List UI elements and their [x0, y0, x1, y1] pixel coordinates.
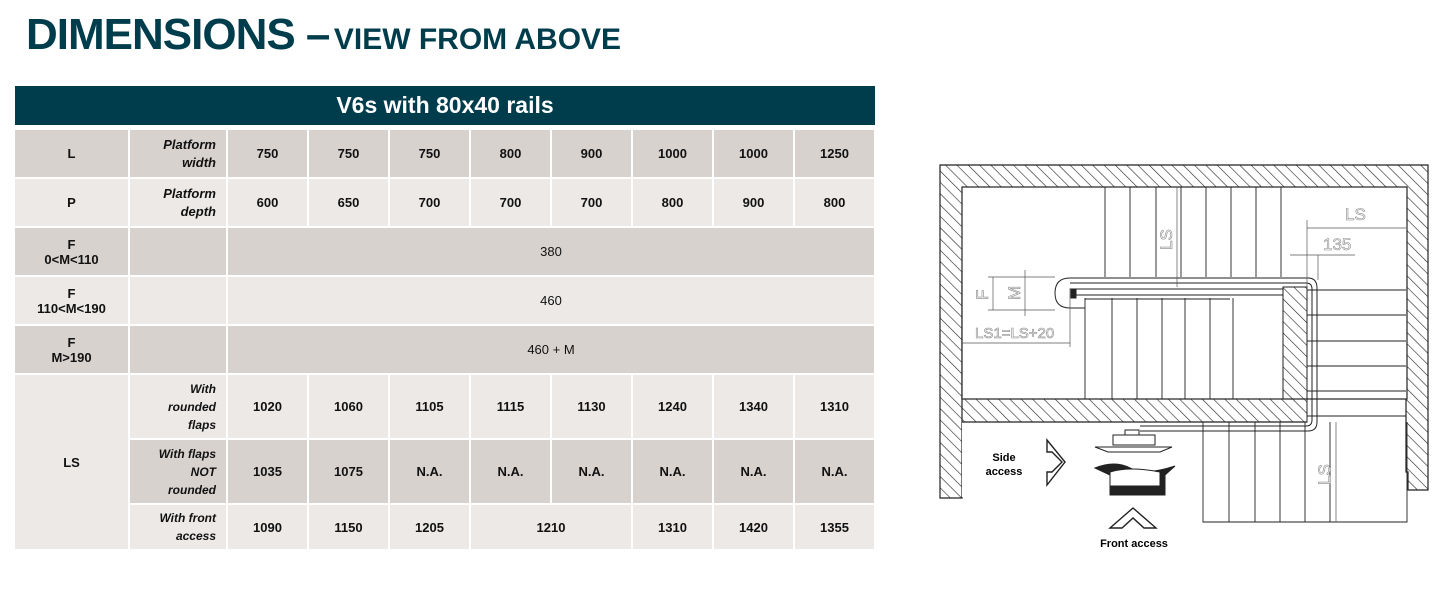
cell: 1130: [552, 375, 631, 438]
cell: 1115: [471, 375, 550, 438]
cell: 1150: [309, 505, 388, 549]
cell: 750: [228, 130, 307, 177]
walls: [939, 164, 1429, 499]
cell: 1000: [633, 130, 712, 177]
cell: 1035: [228, 440, 307, 503]
cell: 1355: [795, 505, 874, 549]
cell: 700: [471, 179, 550, 226]
cell: 700: [552, 179, 631, 226]
side-access-arrow-icon: [1046, 438, 1066, 488]
cell: 800: [795, 179, 874, 226]
table-row-f1: F 0<M<110 380: [15, 228, 874, 275]
cell: N.A.: [714, 440, 793, 503]
row-label: F 110<M<190: [15, 277, 128, 324]
ls-dimension-label: LS: [1157, 229, 1176, 250]
stairwell-diagram: LS LS 135 F M LS1=LS+20 LS Side access Fr…: [939, 164, 1429, 550]
rail: [1054, 277, 1318, 432]
cell: 1310: [633, 505, 712, 549]
table-row-ls3: With front access 1090 1150 1205 1210 1310 1…: [15, 505, 874, 549]
row-label: LS: [15, 375, 128, 549]
table-row-p: P Platform depth 600 650 700 700 700 800 900 800: [15, 179, 874, 226]
cell: 750: [390, 130, 469, 177]
row-label: F M>190: [15, 326, 128, 373]
table-row-l: L Platform width 750 750 750 800 900 1000 1000 1…: [15, 130, 874, 177]
row-sublabel: Platform depth: [130, 179, 226, 226]
cell: 750: [309, 130, 388, 177]
cell: 650: [309, 179, 388, 226]
cell: 1090: [228, 505, 307, 549]
dimensions-table: L Platform width 750 750 750 800 900 1000 1000 1…: [13, 128, 876, 551]
cell: 1105: [390, 375, 469, 438]
table-row-ls1: LS With rounded flaps 1020 1060 1105 1115 1130…: [15, 375, 874, 549]
cell: N.A.: [552, 440, 631, 503]
cell: 900: [552, 130, 631, 177]
ls-dimension-label: LS: [1345, 205, 1366, 224]
front-access-label: Front access: [1100, 538, 1168, 550]
cell: 1250: [795, 130, 874, 177]
cell: N.A.: [795, 440, 874, 503]
row-label: P: [15, 179, 128, 226]
cell: 700: [390, 179, 469, 226]
cell: 460 + M: [228, 326, 874, 373]
ls-dimension-label: LS: [1315, 464, 1334, 485]
cell: N.A.: [633, 440, 712, 503]
row-sublabel: With flaps NOT rounded: [130, 440, 226, 503]
offset-dimension-label: 135: [1323, 235, 1351, 254]
cell: 1020: [228, 375, 307, 438]
cell: 1205: [390, 505, 469, 549]
stairs: [1084, 187, 1408, 523]
f-dimension-label: F: [973, 290, 992, 300]
cell: 1420: [714, 505, 793, 549]
cell: 460: [228, 277, 874, 324]
cell: N.A.: [390, 440, 469, 503]
cell: 1310: [795, 375, 874, 438]
table-row-f2: F 110<M<190 460: [15, 277, 874, 324]
row-sublabel: Platform width: [130, 130, 226, 177]
cell: 380: [228, 228, 874, 275]
cell: 600: [228, 179, 307, 226]
row-sublabel: With front access: [130, 505, 226, 549]
ls1-dimension-label: LS1=LS+20: [975, 325, 1054, 342]
row-sublabel: With rounded flaps: [130, 375, 226, 438]
platform-icon: [1093, 429, 1176, 496]
cell: 800: [471, 130, 550, 177]
table-row-f3: F M>190 460 + M: [15, 326, 874, 373]
cell: 1240: [633, 375, 712, 438]
row-label: L: [15, 130, 128, 177]
cell: 1340: [714, 375, 793, 438]
cell: 1210: [471, 505, 631, 549]
cell: N.A.: [471, 440, 550, 503]
row-label: F 0<M<110: [15, 228, 128, 275]
m-dimension-label: M: [1005, 286, 1024, 300]
side-access-label: Side access: [986, 452, 1023, 478]
cell: 1075: [309, 440, 388, 503]
cell: 800: [633, 179, 712, 226]
page-title: DIMENSIONS – VIEW FROM ABOVE: [26, 10, 622, 59]
cell: 1000: [714, 130, 793, 177]
table-row-ls2: With flaps NOT rounded 1035 1075 N.A. N.A. N.A…: [15, 440, 874, 503]
front-access-arrow-icon: [1108, 507, 1158, 529]
dimension-lines: [962, 187, 1406, 522]
cell: 900: [714, 179, 793, 226]
cell: 1060: [309, 375, 388, 438]
table-banner: V6s with 80x40 rails: [15, 86, 875, 125]
